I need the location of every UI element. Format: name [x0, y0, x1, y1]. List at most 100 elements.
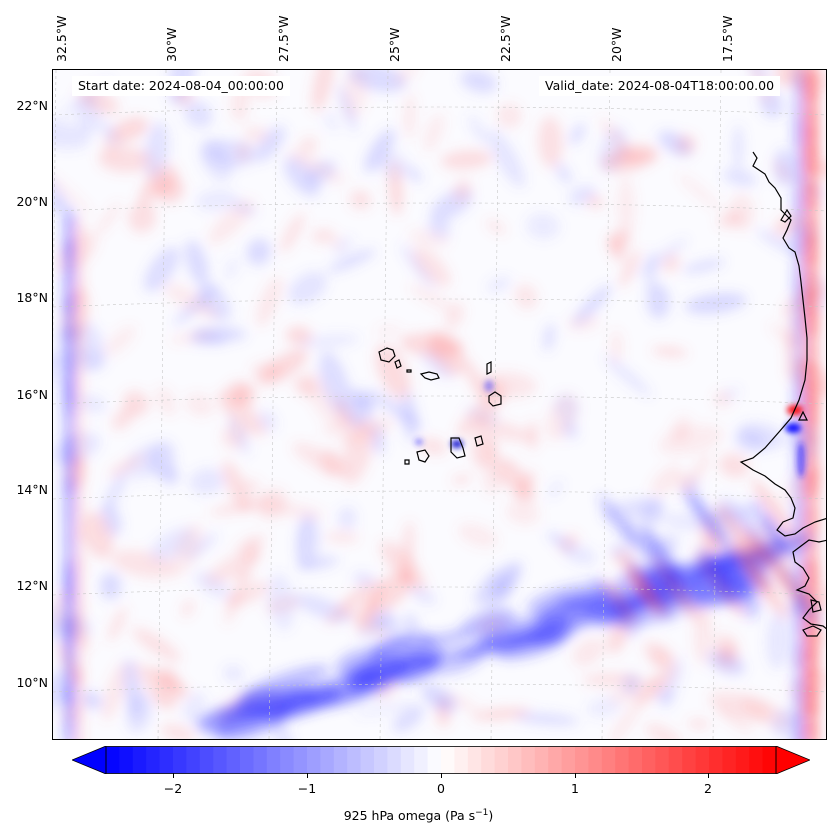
meridian-line: [490, 70, 500, 739]
edge-boundary-cell: [75, 371, 83, 391]
positive-omega-cell: [718, 453, 750, 478]
island-sal: [486, 361, 492, 375]
negative-omega-cell: [254, 125, 286, 162]
colorbar-tickmark: [708, 773, 709, 778]
positive-omega-cell: [53, 170, 93, 215]
negative-omega-cell: [514, 712, 579, 726]
negative-omega-cell: [183, 100, 213, 128]
positive-omega-cell: [528, 420, 538, 451]
negative-omega-cell: [468, 114, 488, 145]
negative-omega-cell: [392, 705, 425, 733]
colorbar-tickmark: [307, 773, 308, 778]
positive-omega-cell: [658, 424, 724, 456]
negative-omega-cell: [327, 249, 376, 273]
negative-omega-cell: [645, 251, 657, 293]
colorbar-step: [360, 746, 375, 774]
positive-omega-cell: [128, 202, 157, 233]
strong-negative-cell: [797, 442, 805, 478]
positive-omega-cell: [456, 397, 501, 438]
coastal-convection-cell: [630, 572, 662, 615]
positive-omega-cell: [634, 665, 676, 709]
negative-omega-band: [266, 696, 325, 722]
negative-omega-cell: [707, 651, 746, 676]
negative-omega-cell: [185, 240, 209, 285]
positive-omega-cell: [285, 326, 312, 345]
positive-omega-cell: [566, 315, 601, 331]
negative-omega-cell: [77, 394, 107, 413]
positive-omega-cell: [506, 501, 540, 525]
omega-field-strong: [415, 380, 805, 478]
positive-omega-cell: [608, 704, 640, 739]
positive-omega-cell: [181, 599, 195, 618]
coastal-convection-cell: [592, 575, 637, 638]
colorbar-tickmark: [173, 773, 174, 778]
meridian-line: [601, 70, 611, 739]
edge-boundary-cell: [75, 651, 83, 671]
negative-omega-cell: [102, 469, 128, 514]
negative-omega-cell: [298, 334, 360, 348]
coastal-convection-cell: [752, 478, 800, 547]
negative-omega-cell: [662, 513, 705, 531]
negative-omega-cell: [306, 160, 337, 186]
start-date-label: Start date: 2024-08-04_00:00:00: [72, 76, 290, 96]
colorbar-step: [186, 746, 201, 774]
colorbar-step: [320, 746, 335, 774]
negative-omega-cell: [259, 410, 277, 432]
colorbar-step: [441, 746, 455, 774]
strong-negative-cell: [785, 423, 801, 433]
positive-omega-cell: [243, 125, 269, 143]
edge-boundary-cell: [75, 511, 83, 531]
colorbar-step: [226, 746, 241, 774]
meridian-line: [157, 70, 167, 739]
negative-omega-cell: [562, 420, 579, 439]
edge-boundary-cell: [793, 731, 805, 739]
colorbar-step: [427, 746, 442, 774]
edge-boundary-cell: [75, 497, 83, 517]
positive-omega-cell: [155, 387, 177, 416]
positive-omega-cell: [451, 473, 472, 486]
parallel-line: [53, 106, 826, 116]
negative-omega-cell: [722, 168, 758, 187]
negative-omega-cell: [474, 563, 522, 607]
negative-omega-cell: [283, 156, 320, 197]
positive-omega-cell: [362, 570, 415, 617]
edge-boundary-cell: [75, 413, 83, 433]
edge-boundary-cell: [75, 595, 83, 615]
positive-omega-cell: [111, 407, 135, 431]
colorbar-tick-label: 1: [571, 781, 579, 796]
edge-boundary-cell: [75, 693, 83, 713]
colorbar-step: [159, 746, 174, 774]
negative-omega-cell: [333, 237, 354, 255]
negative-omega-cell: [347, 389, 373, 407]
negative-omega-band: [232, 686, 316, 709]
negative-omega-cell: [563, 544, 597, 565]
edge-boundary-cell: [64, 726, 74, 739]
strong-negative-cell: [484, 380, 494, 392]
island-brava: [404, 459, 410, 465]
edge-boundary-cell: [75, 273, 83, 293]
positive-omega-cell: [349, 189, 372, 210]
colorbar-step: [709, 746, 723, 774]
colorbar-step: [119, 746, 134, 774]
colorbar-step: [762, 746, 777, 774]
negative-omega-cell: [193, 571, 231, 599]
lat-label-20n: 20°N: [16, 194, 48, 209]
negative-omega-cell: [379, 151, 408, 178]
colorbar-step: [106, 746, 120, 774]
colorbar-step: [642, 746, 656, 774]
positive-omega-cell: [440, 149, 493, 170]
coastal-convection-cell: [652, 555, 700, 622]
island-santo-antao: [378, 347, 396, 363]
positive-omega-cell: [408, 284, 455, 312]
coastal-convection-cell: [733, 574, 762, 613]
negative-omega-cell: [338, 84, 357, 133]
positive-omega-cell: [163, 283, 219, 319]
positive-omega-cell: [644, 723, 682, 739]
edge-boundary-cell: [75, 287, 83, 307]
colorbar-steps: [106, 746, 777, 774]
positive-omega-cell: [728, 193, 755, 231]
edge-boundary-cell: [75, 469, 83, 489]
colorbar-step: [280, 746, 295, 774]
colorbar-step: [199, 746, 214, 774]
edge-boundary-cell: [75, 315, 83, 335]
